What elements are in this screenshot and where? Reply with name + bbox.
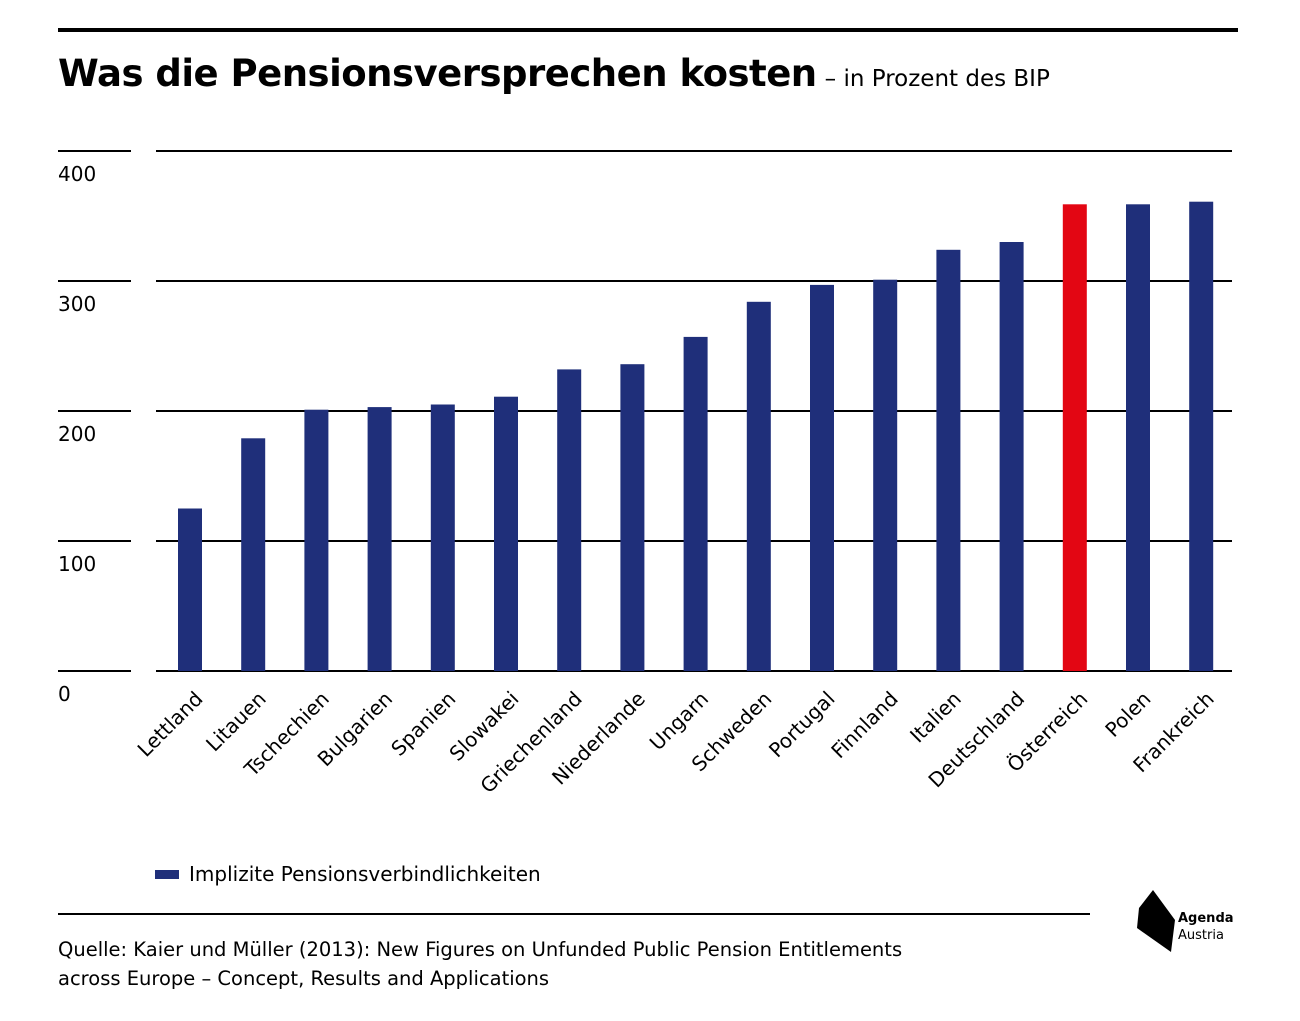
- source-line-2: across Europe – Concept, Results and App…: [58, 967, 550, 990]
- y-tick-label: 200: [58, 422, 96, 446]
- chart-title-main: Was die Pensionsversprechen kosten: [58, 52, 817, 95]
- x-category-label: Lettland: [133, 687, 208, 762]
- logo-text-austria: Austria: [1178, 928, 1224, 943]
- bar: [1126, 204, 1150, 672]
- chart-title: Was die Pensionsversprechen kosten – in P…: [58, 52, 1050, 95]
- x-category-label: Italien: [905, 687, 966, 748]
- bar: [1189, 201, 1214, 671]
- top-rule: [58, 28, 1238, 32]
- legend-swatch: [155, 869, 179, 879]
- bar: [683, 336, 708, 671]
- chart-subtitle: – in Prozent des BIP: [824, 66, 1050, 92]
- bar: [873, 279, 898, 671]
- x-category-label: Finnland: [826, 687, 902, 763]
- y-tick-label: 100: [58, 552, 96, 576]
- agenda-austria-logo: Agenda Austria: [1135, 888, 1255, 958]
- x-category-label: Portugal: [764, 687, 840, 763]
- bar: [936, 249, 961, 672]
- y-tick-label: 0: [58, 682, 71, 706]
- y-tick-label: 300: [58, 292, 96, 316]
- agenda-austria-logo-icon: [1137, 890, 1175, 952]
- bar: [1062, 204, 1087, 672]
- legend-label: Implizite Pensionsverbindlichkeiten: [189, 862, 541, 886]
- bar: [304, 409, 329, 671]
- bar: [494, 396, 518, 671]
- bar: [367, 407, 392, 671]
- bar: [241, 438, 266, 671]
- bar: [430, 404, 455, 671]
- bar: [620, 364, 645, 671]
- bar: [178, 508, 202, 671]
- legend: Implizite Pensionsverbindlichkeiten: [155, 862, 541, 886]
- x-category-label: Polen: [1100, 687, 1155, 742]
- bar: [557, 369, 582, 671]
- bar: [999, 242, 1024, 671]
- source-line-1: Quelle: Kaier und Müller (2013): New Fig…: [58, 938, 903, 961]
- bar: [746, 301, 771, 671]
- bottom-rule: [58, 913, 1090, 915]
- bar-chart: 0100200300400LettlandLitauenTschechienBu…: [58, 150, 1232, 798]
- bar: [810, 284, 834, 671]
- y-tick-label: 400: [58, 162, 96, 186]
- source-note: Quelle: Kaier und Müller (2013): New Fig…: [58, 935, 1108, 993]
- logo-text-agenda: Agenda: [1178, 911, 1234, 926]
